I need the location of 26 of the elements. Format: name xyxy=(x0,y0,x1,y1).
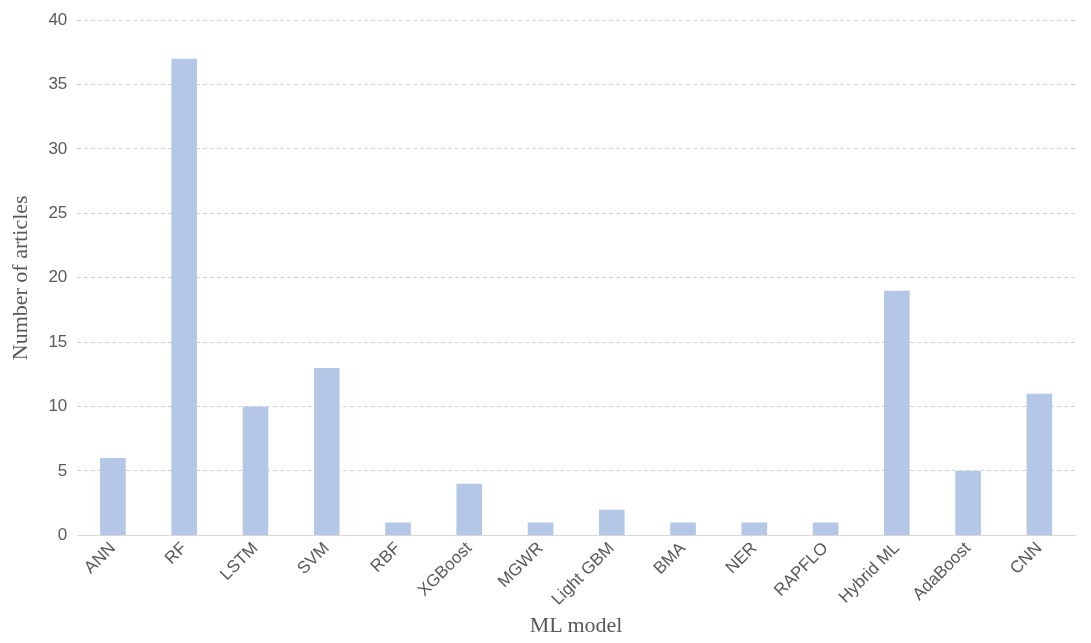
bar xyxy=(385,522,411,535)
bar xyxy=(884,290,910,535)
y-tick-label: 10 xyxy=(48,396,68,416)
bar xyxy=(242,406,269,535)
y-tick-label: 40 xyxy=(48,9,68,29)
y-tick-label: 20 xyxy=(48,267,68,287)
bar xyxy=(812,522,839,535)
bar xyxy=(670,522,696,535)
y-tick-label: 5 xyxy=(57,460,68,480)
y-tick-label: 25 xyxy=(48,203,68,223)
y-tick-label: 0 xyxy=(57,525,68,545)
y-axis-title: Number of articles xyxy=(6,195,32,361)
bar xyxy=(741,522,768,535)
bar xyxy=(171,58,198,535)
bar xyxy=(100,458,126,535)
bar xyxy=(598,509,625,535)
bar xyxy=(456,483,483,535)
y-tick-label: 15 xyxy=(48,331,68,351)
x-tick-label: RF xyxy=(160,538,191,568)
y-tick-label: 30 xyxy=(48,138,68,158)
bar xyxy=(955,470,981,535)
bar xyxy=(313,367,340,535)
y-tick-label: 35 xyxy=(48,74,68,94)
x-axis-title: ML model xyxy=(529,611,623,637)
bar xyxy=(1026,393,1053,535)
bar xyxy=(527,522,554,535)
